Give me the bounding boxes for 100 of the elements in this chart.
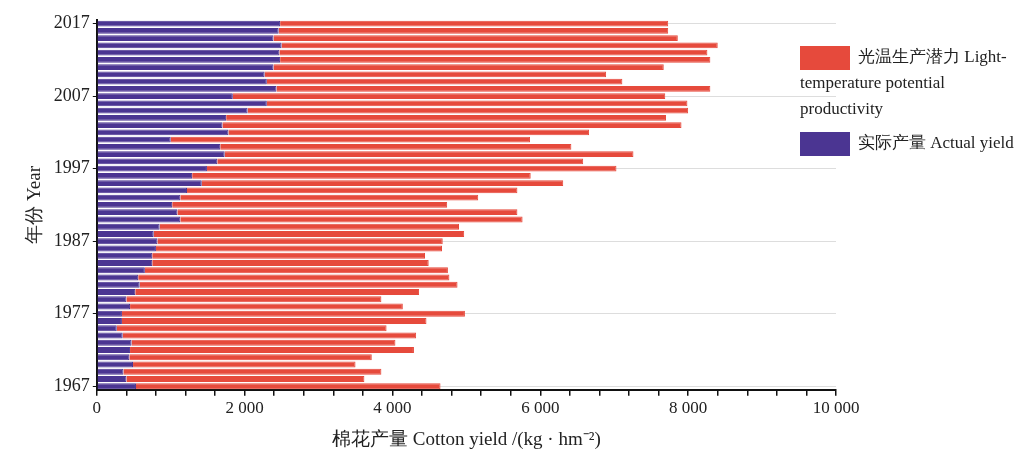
bar	[97, 151, 225, 158]
y-tick-label: 1967	[53, 374, 90, 395]
bar	[280, 20, 669, 27]
y-tick-label: 1987	[53, 229, 90, 250]
bar	[97, 194, 181, 201]
bar	[97, 281, 140, 288]
y-axis-title: 年份 Year	[23, 165, 45, 244]
bar	[281, 42, 718, 49]
bar	[97, 346, 131, 353]
bar	[97, 136, 171, 143]
bar	[232, 93, 666, 100]
bar	[97, 49, 280, 56]
bar	[97, 114, 227, 121]
bar	[220, 143, 572, 150]
bar	[133, 361, 356, 368]
bar	[276, 85, 711, 92]
y-tick-label: 2007	[53, 84, 90, 105]
bar	[97, 85, 277, 92]
bar	[97, 107, 248, 114]
x-tick-label: 2 000	[225, 398, 264, 418]
bar	[97, 259, 153, 266]
x-tick-label: 6 000	[521, 398, 560, 418]
bar	[123, 368, 382, 375]
bar	[177, 209, 518, 216]
bar	[159, 223, 460, 230]
bar	[97, 165, 207, 172]
bar	[131, 339, 396, 346]
y-tick-label: 2017	[53, 12, 90, 33]
bar	[126, 375, 365, 382]
x-tick-label: 10 000	[812, 398, 860, 418]
bar	[273, 64, 664, 71]
bar	[97, 354, 130, 361]
bar	[217, 158, 584, 165]
bar	[97, 78, 267, 85]
bar	[135, 383, 441, 390]
bar	[201, 180, 564, 187]
bar	[172, 201, 448, 208]
bar	[206, 165, 617, 172]
bar	[97, 27, 279, 34]
bar	[97, 368, 124, 375]
bar	[97, 303, 131, 310]
bar	[122, 332, 417, 339]
legend-label: 光温生产潜力 Light-temperature potential productivity	[800, 47, 1007, 119]
bar	[97, 325, 117, 332]
bar	[129, 354, 372, 361]
bar	[97, 100, 267, 107]
bar	[264, 71, 607, 78]
bar	[97, 71, 265, 78]
bar	[97, 274, 139, 281]
bar	[97, 339, 132, 346]
bar	[97, 35, 274, 42]
x-tick-label: 8 000	[669, 398, 708, 418]
bar	[97, 245, 156, 252]
bar	[186, 187, 518, 194]
bar	[121, 317, 427, 324]
bar	[97, 317, 122, 324]
bar	[97, 252, 153, 259]
bar	[152, 259, 429, 266]
bar	[97, 310, 122, 317]
bar	[97, 187, 187, 194]
x-tick-label: 0	[92, 398, 102, 418]
bar	[144, 267, 448, 274]
bar	[97, 238, 158, 245]
bar	[266, 100, 688, 107]
bar	[97, 201, 173, 208]
bar	[97, 20, 281, 27]
bar	[97, 56, 281, 63]
x-axis-title: 棉花产量 Cotton yield /(kg · hm⁻²)	[332, 427, 601, 450]
bar	[97, 332, 123, 339]
bar	[97, 172, 193, 179]
bar	[247, 107, 689, 114]
bar	[224, 151, 634, 158]
bar	[138, 274, 450, 281]
bar	[97, 288, 136, 295]
bar	[170, 136, 530, 143]
bar	[121, 310, 465, 317]
bar	[226, 114, 666, 121]
bar	[97, 230, 154, 237]
bar	[157, 238, 443, 245]
bar	[97, 223, 160, 230]
bar	[97, 158, 218, 165]
bar	[97, 209, 178, 216]
bar	[228, 129, 590, 136]
bar	[97, 180, 202, 187]
bar	[180, 216, 523, 223]
bar	[192, 172, 531, 179]
bar	[97, 375, 127, 382]
legend-label: 实际产量 Actual yield	[858, 133, 1014, 153]
bar	[126, 296, 382, 303]
y-tick-label: 1977	[53, 302, 90, 323]
bar	[280, 56, 711, 63]
bar	[130, 303, 403, 310]
y-tick-label: 1997	[53, 157, 90, 178]
bar	[155, 245, 443, 252]
bar	[97, 129, 229, 136]
bar	[279, 49, 708, 56]
bar	[97, 64, 274, 71]
bar	[97, 267, 145, 274]
bar	[97, 383, 136, 390]
bar	[97, 93, 233, 100]
